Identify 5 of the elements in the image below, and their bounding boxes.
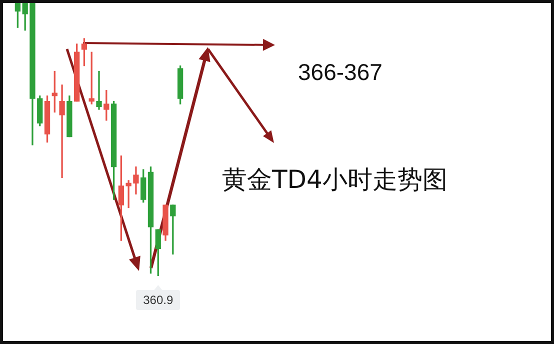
candlestick [59, 84, 65, 178]
candlestick [96, 70, 102, 110]
text: 366-367 [298, 59, 382, 86]
text: 黄金TD4小时走势图 [222, 164, 448, 196]
annotation: 360.9 [136, 290, 180, 310]
